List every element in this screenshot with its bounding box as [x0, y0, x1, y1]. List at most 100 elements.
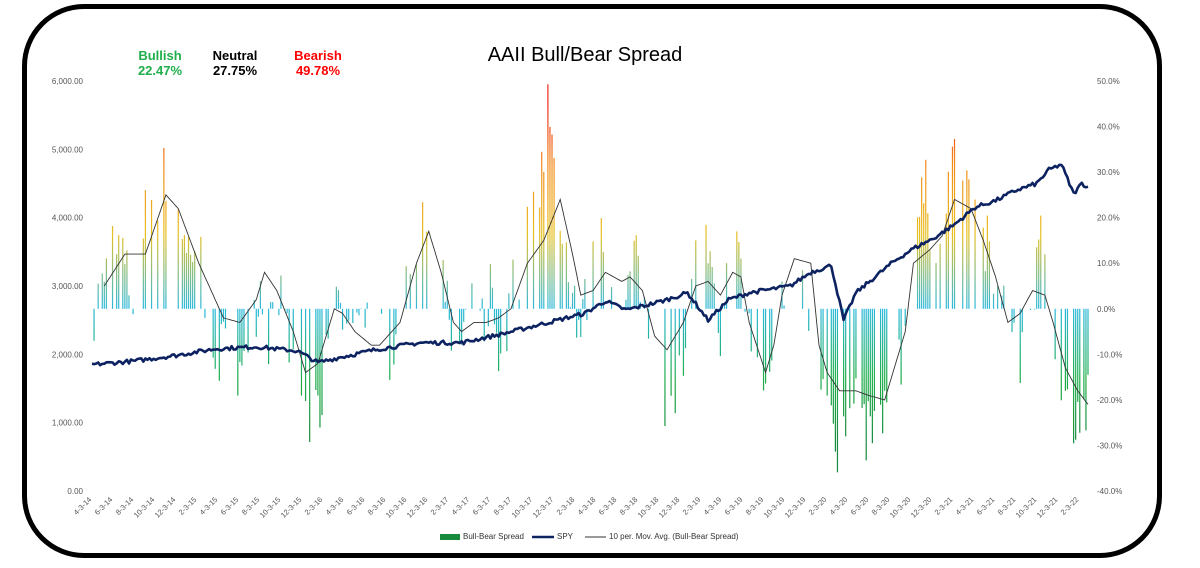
spread-bar [898, 308, 900, 340]
spread-bar [352, 308, 354, 324]
spread-bar [861, 308, 863, 408]
spread-bar [389, 308, 391, 380]
x-tick-label: 6-3-19 [723, 495, 745, 517]
spread-bar [904, 308, 906, 326]
spread-bar [446, 280, 448, 309]
spread-bar [366, 302, 368, 309]
spread-bar [992, 293, 995, 309]
spread-bar [1066, 308, 1069, 390]
spread-bar [97, 283, 99, 309]
x-tick-label: 6-3-20 [849, 495, 871, 517]
spread-bar [719, 308, 722, 357]
spread-bar [450, 308, 452, 351]
bullish-stat: Bullish 22.47% [130, 48, 190, 78]
x-tick-label: 2-3-19 [681, 495, 703, 517]
spread-bar [220, 308, 222, 325]
spread-bar [481, 298, 483, 309]
spread-bar [1036, 247, 1038, 309]
spread-bar [348, 308, 350, 321]
spread-bar [498, 308, 500, 372]
spread-bar [567, 282, 570, 309]
spread-bar [508, 293, 510, 309]
spread-bar [500, 308, 502, 354]
spread-bar [360, 308, 362, 309]
left-tick-label: 0.00 [67, 487, 83, 496]
spread-bar [192, 262, 194, 309]
x-tick-label: 10-3-14 [132, 495, 157, 520]
spread-bar [1038, 239, 1040, 309]
spread-bar [268, 308, 270, 365]
spread-bar [822, 308, 824, 380]
x-tick-label: 12-3-14 [153, 495, 178, 520]
spread-bar [586, 308, 588, 320]
x-tick-label: 12-3-15 [279, 495, 304, 520]
spread-bar [547, 84, 549, 309]
spread-bar [122, 238, 124, 309]
spread-bar [239, 308, 241, 362]
spread-bar [405, 266, 407, 309]
right-axis: -40.0% -30.0% -20.0% -10.0% 0.0% 10.0% 20.0% 30… [1097, 77, 1122, 496]
x-tick-label: 4-3-17 [450, 495, 472, 517]
spread-bar [442, 260, 444, 309]
spread-bar [339, 302, 342, 309]
bearish-value: 49.78% [295, 63, 341, 78]
spread-bar [444, 301, 446, 309]
spread-bar [315, 308, 317, 391]
left-axis: 0.00 1,000.00 2,000.00 3,000.00 4,000.00 5,00… [52, 77, 84, 496]
x-tick-label: 4-3-14 [72, 495, 94, 517]
spread-bar [580, 308, 582, 338]
spread-bar [103, 281, 105, 309]
spread-bars [93, 84, 1089, 473]
spread-bar [212, 308, 214, 358]
spread-bar [939, 243, 941, 309]
spread-bar [927, 213, 929, 309]
spread-bar [962, 180, 964, 309]
spread-bar [836, 308, 839, 473]
right-tick-label: -30.0% [1097, 441, 1122, 450]
spread-bar [458, 308, 461, 343]
spread-bar [602, 252, 604, 309]
spread-bar [495, 308, 498, 333]
spread-bar [966, 170, 968, 309]
spread-bar [132, 308, 134, 315]
spread-bar [111, 226, 114, 309]
spread-bar [919, 216, 921, 309]
spread-bar [189, 254, 192, 309]
spread-bar [573, 285, 576, 309]
left-tick-label: 2,000.00 [52, 350, 84, 359]
legend-swatch-spread [440, 534, 460, 540]
spread-bar [247, 308, 249, 353]
x-tick-label: 12-3-17 [531, 495, 556, 520]
spread-bar [142, 238, 144, 309]
chart-title: AAII Bull/Bear Spread [487, 44, 683, 66]
spread-bar [845, 308, 847, 437]
spread-bar [261, 308, 264, 315]
spread-bar [984, 271, 986, 309]
spread-bar [526, 206, 528, 309]
chart-frame [22, 4, 1162, 558]
spread-bar [764, 308, 767, 384]
x-tick-label: 10-3-16 [384, 495, 409, 520]
spread-bar [288, 308, 290, 363]
spread-bar [832, 308, 834, 424]
spread-bar [483, 308, 485, 342]
spread-bar [549, 126, 551, 309]
bearish-stat: Bearish 49.78% [288, 48, 348, 78]
spread-bar [1064, 308, 1067, 391]
spread-bar [565, 242, 567, 309]
spread-bar [664, 308, 666, 427]
x-tick-label: 4-3-15 [198, 495, 220, 517]
spread-bar [695, 240, 697, 309]
spread-bar [691, 278, 693, 309]
spread-bar [561, 243, 563, 309]
spread-bar [674, 308, 676, 414]
spread-bar [395, 308, 397, 335]
spread-bar [559, 230, 561, 309]
spread-bar [259, 281, 261, 309]
spread-bar [884, 308, 886, 391]
right-tick-label: 20.0% [1097, 214, 1120, 223]
spread-bar [257, 308, 259, 317]
x-tick-label: 2-3-18 [555, 495, 577, 517]
spread-bar [1077, 308, 1079, 402]
